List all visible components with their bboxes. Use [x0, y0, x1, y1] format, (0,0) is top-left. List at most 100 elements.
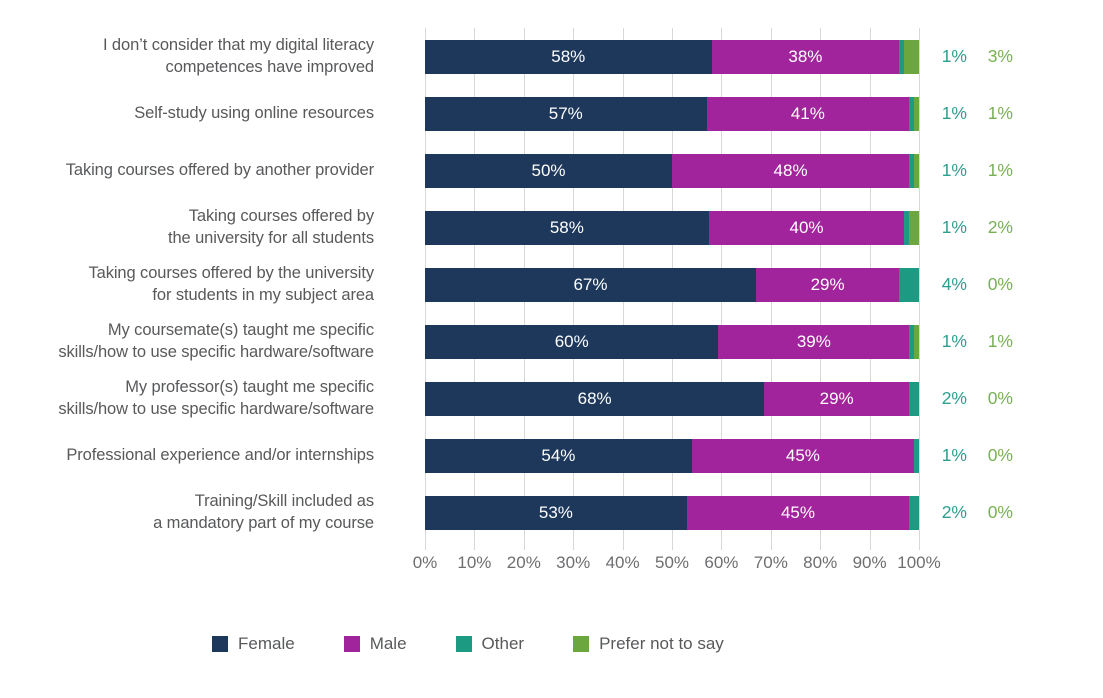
x-axis-tick: 10% [457, 553, 492, 572]
x-axis-tick: 0% [412, 553, 438, 572]
chart-row: Self-study using online resources 57% 41… [0, 85, 1103, 142]
category-label: Taking courses offered by the university… [88, 263, 374, 304]
chart-row: Taking courses offered by another provid… [0, 142, 1103, 199]
segment-value: 45% [780, 502, 815, 522]
x-axis-tick: 90% [852, 553, 887, 572]
bar: 50% 48% [425, 153, 919, 188]
category-label: I don’t consider that my digital literac… [102, 35, 374, 76]
x-axis-tick: 50% [654, 553, 690, 572]
bar-segment-other [909, 381, 919, 416]
legend-label: Prefer not to say [599, 634, 724, 653]
bar-segment-female: 50% [425, 153, 672, 188]
chart-row: My coursemate(s) taught me specific skil… [0, 313, 1103, 370]
bar-segment-male: 48% [672, 153, 910, 188]
prefer-value-label: 0% [987, 274, 1013, 294]
outside-value-labels: 4% 0% [919, 274, 1013, 295]
chart-row: Taking courses offered by the university… [0, 199, 1103, 256]
bar-segment-other [914, 438, 919, 473]
legend: Female Male Other Prefer not to say [212, 634, 724, 654]
segment-value: 67% [573, 274, 608, 294]
prefer-value-label: 0% [987, 502, 1013, 522]
bar: 58% 40% [425, 210, 919, 245]
other-value-label: 4% [941, 274, 967, 294]
x-axis-tick: 40% [605, 553, 640, 572]
other-value-label: 1% [941, 46, 967, 66]
bar-segment-prefer [909, 210, 919, 245]
x-axis: 0% 10% 20% 30% 40% 50% 60% 70% 80% 90% 1… [413, 553, 941, 575]
bar-segment-female: 53% [425, 495, 687, 530]
bar: 57% 41% [425, 96, 919, 131]
outside-value-labels: 1% 0% [919, 445, 1013, 466]
x-axis-tick: 100% [897, 553, 941, 572]
bar-segment-other [909, 495, 919, 530]
segment-value: 68% [577, 388, 612, 408]
prefer-value-label: 1% [987, 331, 1013, 351]
female-swatch-icon [212, 636, 228, 652]
bar-segment-male: 39% [718, 324, 910, 359]
outside-value-labels: 1% 1% [919, 160, 1013, 181]
category-label: Taking courses offered by another provid… [65, 160, 374, 179]
bar-segment-other [899, 267, 920, 302]
bar-segment-male: 45% [691, 438, 915, 473]
bar-segment-other [909, 324, 915, 359]
prefer-value-label: 1% [987, 103, 1013, 123]
bar-segment-male: 45% [686, 495, 910, 530]
bar-segment-female: 57% [425, 96, 707, 131]
prefer-value-label: 1% [987, 160, 1013, 180]
bar: 53% 45% [425, 495, 919, 530]
plot-area: I don’t consider that my digital literac… [0, 28, 1103, 541]
bar-segment-female: 67% [425, 267, 756, 302]
segment-value: 45% [785, 445, 820, 465]
bar: 67% 29% [425, 267, 920, 302]
outside-value-labels: 1% 3% [919, 46, 1013, 67]
category-label: My coursemate(s) taught me specific skil… [58, 320, 374, 361]
bar-segment-female: 58% [425, 210, 709, 245]
prefer-value-label: 0% [987, 388, 1013, 408]
legend-item-prefer-not-to-say: Prefer not to say [573, 634, 724, 654]
bar-segment-female: 68% [425, 381, 765, 416]
bar-segment-other [899, 39, 905, 74]
prefer-value-label: 2% [987, 217, 1013, 237]
bar-segment-prefer [914, 153, 919, 188]
other-value-label: 2% [941, 502, 967, 522]
bar-segment-female: 54% [425, 438, 692, 473]
legend-item-female: Female [212, 634, 295, 654]
segment-value: 54% [541, 445, 576, 465]
segment-value: 58% [549, 217, 584, 237]
legend-label: Male [369, 634, 407, 653]
category-label: Self-study using online resources [134, 103, 374, 122]
bar-segment-prefer [914, 96, 919, 131]
bar-segment-female: 58% [425, 39, 712, 74]
outside-value-labels: 2% 0% [919, 502, 1013, 523]
bar-segment-male: 29% [755, 267, 900, 302]
segment-value: 38% [788, 46, 823, 66]
bar-segment-other [909, 96, 915, 131]
legend-item-male: Male [343, 634, 407, 654]
prefer-not-to-say-swatch-icon [573, 636, 590, 652]
other-value-label: 1% [941, 331, 967, 351]
segment-value: 53% [538, 502, 573, 522]
bar: 60% 39% [425, 324, 919, 359]
legend-label: Female [238, 634, 295, 653]
chart-row: Training/Skill included as a mandatory p… [0, 484, 1103, 541]
bar-segment-male: 41% [706, 96, 910, 131]
segment-value: 40% [789, 217, 824, 237]
x-axis-tick: 30% [556, 553, 591, 572]
x-axis-tick: 80% [803, 553, 838, 572]
prefer-value-label: 0% [987, 445, 1013, 465]
segment-value: 29% [810, 274, 845, 294]
other-swatch-icon [455, 636, 472, 652]
other-value-label: 1% [941, 445, 967, 465]
outside-value-labels: 2% 0% [919, 388, 1013, 409]
segment-value: 60% [554, 331, 589, 351]
other-value-label: 1% [941, 103, 967, 123]
segment-value: 57% [548, 103, 583, 123]
bar: 68% 29% [425, 381, 919, 416]
bar-segment-other [909, 153, 915, 188]
segment-value: 29% [819, 388, 854, 408]
bar: 54% 45% [425, 438, 919, 473]
outside-value-labels: 1% 1% [919, 331, 1013, 352]
legend-label: Other [481, 634, 525, 653]
chart-row: Taking courses offered by the university… [0, 256, 1103, 313]
